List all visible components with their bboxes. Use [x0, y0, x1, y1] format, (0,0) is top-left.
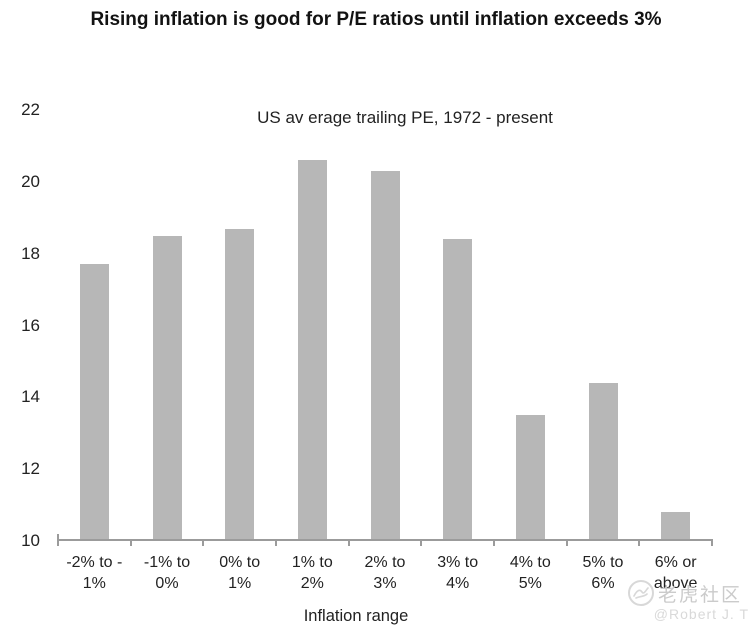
x-axis-tick-label: -1% to 0%: [143, 554, 191, 592]
bar: [588, 382, 618, 541]
bar: [370, 171, 400, 541]
x-axis-tick-mark: [565, 541, 568, 546]
chart-title: Rising inflation is good for P/E ratios …: [90, 9, 662, 30]
y-axis-tick-label: 22: [21, 100, 40, 119]
x-axis-tick-mark: [711, 541, 713, 546]
x-axis-tick-mark: [420, 541, 423, 546]
bar: [225, 228, 255, 541]
y-axis-tick-label: 10: [21, 531, 40, 550]
x-axis-tick-mark: [57, 541, 59, 546]
x-axis-tick-mark: [202, 541, 205, 546]
y-axis-tick-label: 20: [21, 171, 40, 191]
bar: [661, 512, 691, 541]
watermark-community-text: 老虎社区: [658, 585, 743, 606]
bar: [79, 264, 109, 541]
x-axis-tick-mark: [275, 541, 277, 546]
y-axis-tick-label: 18: [21, 243, 40, 263]
bar: [152, 235, 182, 541]
x-axis-tick-mark: [347, 541, 350, 546]
bar: [443, 239, 473, 541]
x-axis-tick-mark: [493, 541, 495, 546]
y-axis-tick-label: 12: [21, 459, 40, 479]
x-axis-tick-label: 5% to 6%: [582, 554, 624, 592]
x-axis-tick-label: 6% or above: [653, 554, 698, 592]
x-axis-tick-mark: [57, 534, 59, 539]
x-axis-tick-label: 4% to 5%: [509, 554, 551, 592]
bar: [297, 160, 327, 541]
x-axis-tick-label: 0% to 1%: [219, 554, 261, 592]
x-axis-line: [57, 539, 713, 541]
bar: [515, 415, 545, 541]
chart-subtitle: US av erage trailing PE, 1972 - present: [257, 108, 553, 127]
x-axis-tick-mark: [638, 541, 641, 546]
x-axis-tick-mark: [129, 541, 132, 546]
x-axis-tick-label: -2% to - 1%: [66, 554, 123, 592]
x-axis-title: Inflation range: [303, 607, 409, 625]
x-axis-tick-label: 3% to 4%: [437, 554, 479, 592]
y-axis-tick-label: 14: [21, 387, 40, 407]
x-axis-tick-label: 2% to 3%: [364, 554, 406, 592]
watermark-handle-text: @Robert J. T: [653, 606, 749, 622]
scribble-circle-icon: [628, 580, 654, 606]
y-axis-tick-label: 16: [21, 315, 40, 335]
x-axis-tick-label: 1% to 2%: [291, 554, 333, 592]
